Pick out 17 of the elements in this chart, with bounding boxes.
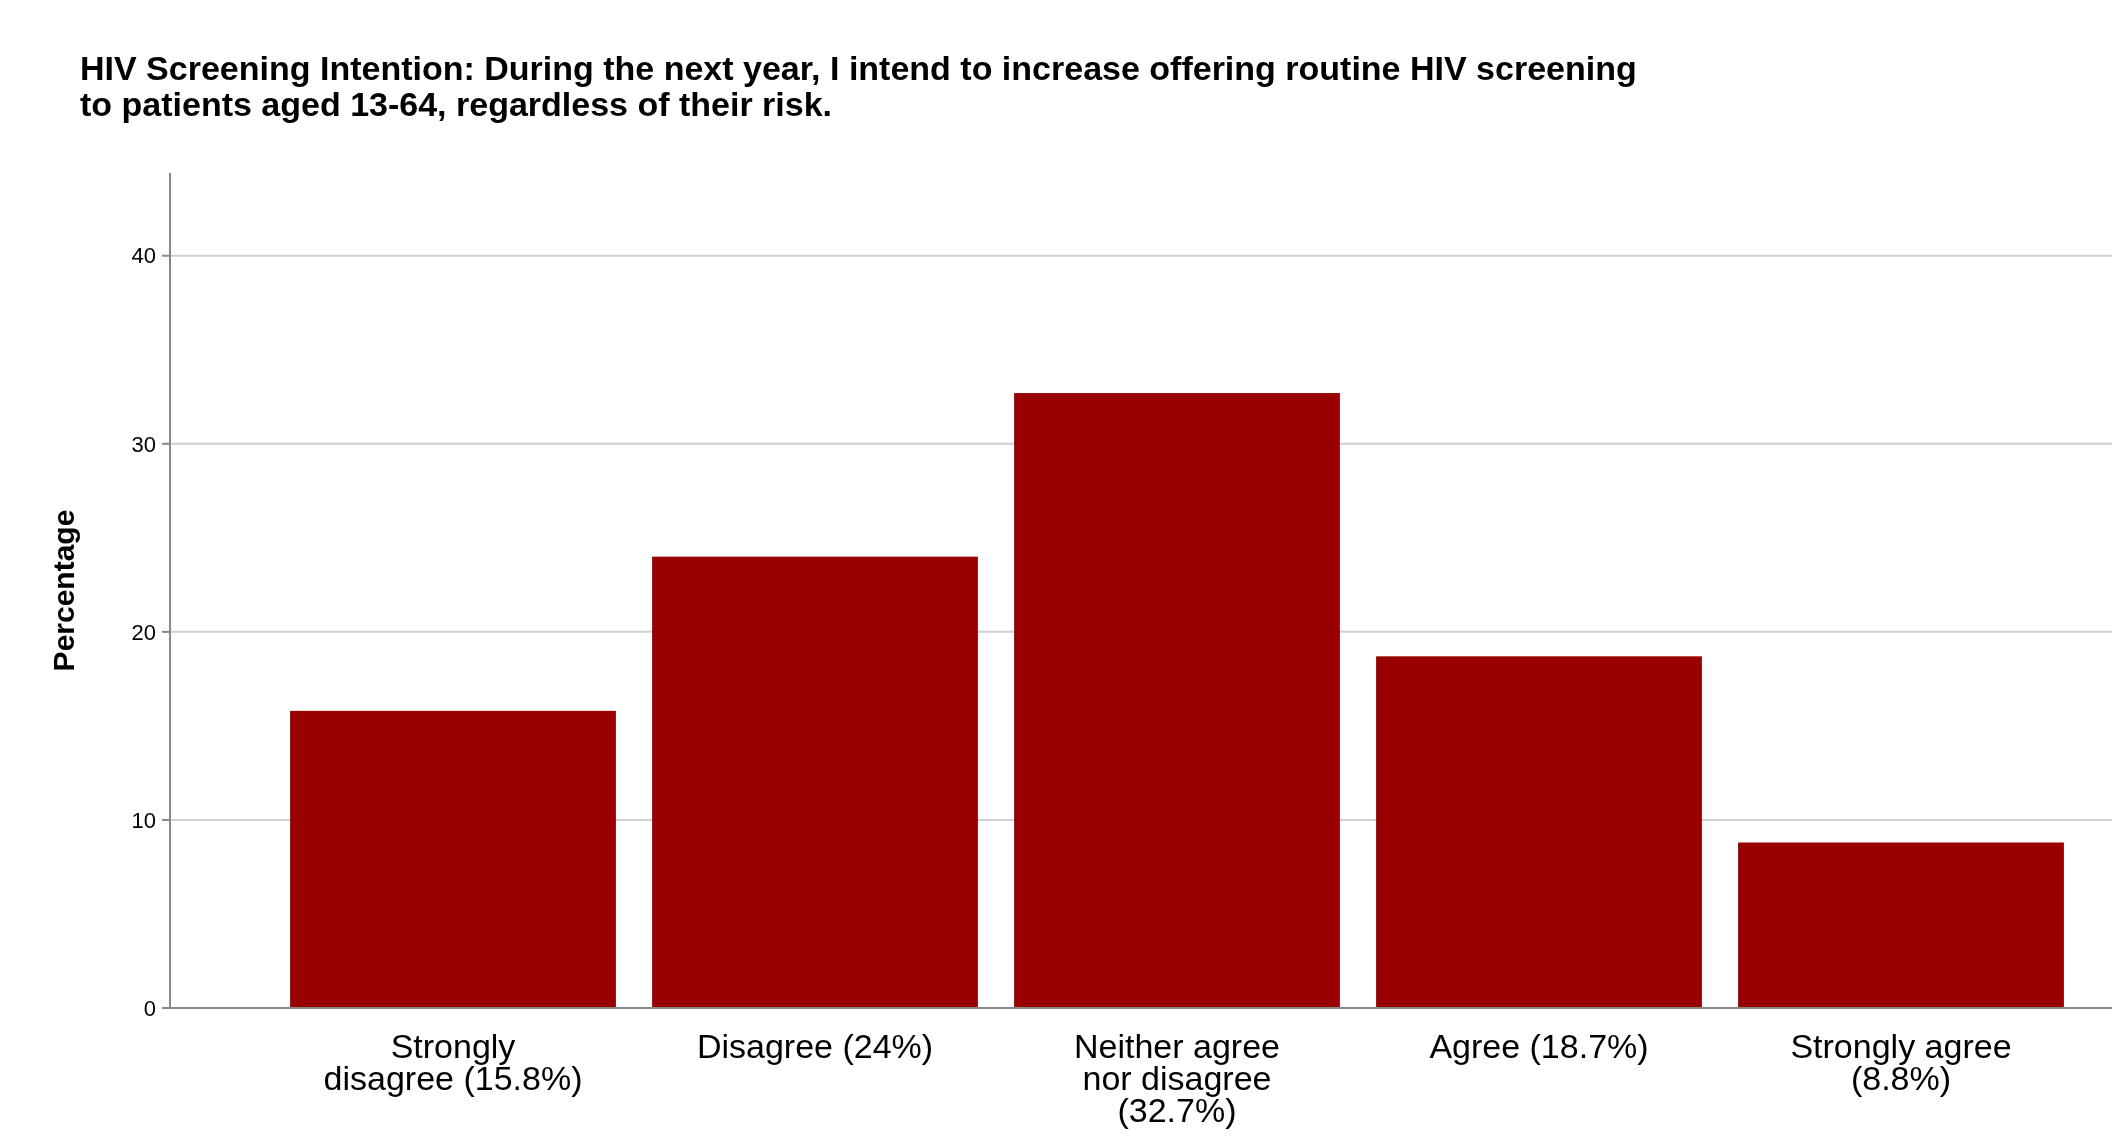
- x-tick-label: Strongly disagree (15.8%): [323, 1027, 583, 1097]
- x-tick-label: Strongly agree (8.8%): [1790, 1027, 2012, 1097]
- y-axis-title: Percentage: [47, 509, 80, 672]
- chart-title: HIV Screening Intention: During the next year, I intend to increase offering routine HIV screening to patients aged 13-64, regardless of their risk.: [80, 49, 1637, 123]
- x-tick-label: Agree (18.7%): [1429, 1027, 1649, 1065]
- bar: [1014, 393, 1340, 1008]
- y-tick-label: 30: [131, 431, 156, 457]
- bar: [652, 556, 978, 1008]
- y-tick-label: 20: [131, 619, 156, 645]
- bar: [1376, 656, 1702, 1008]
- y-tick-label: 40: [131, 243, 156, 269]
- bar: [1738, 842, 2064, 1008]
- y-tick-label: 10: [131, 807, 156, 833]
- y-tick-label: 0: [143, 995, 156, 1021]
- x-tick-label: Disagree (24%): [696, 1027, 934, 1065]
- x-tick-label: Neither agree nor disagree (32.7%): [1073, 1027, 1281, 1129]
- bar: [290, 710, 616, 1008]
